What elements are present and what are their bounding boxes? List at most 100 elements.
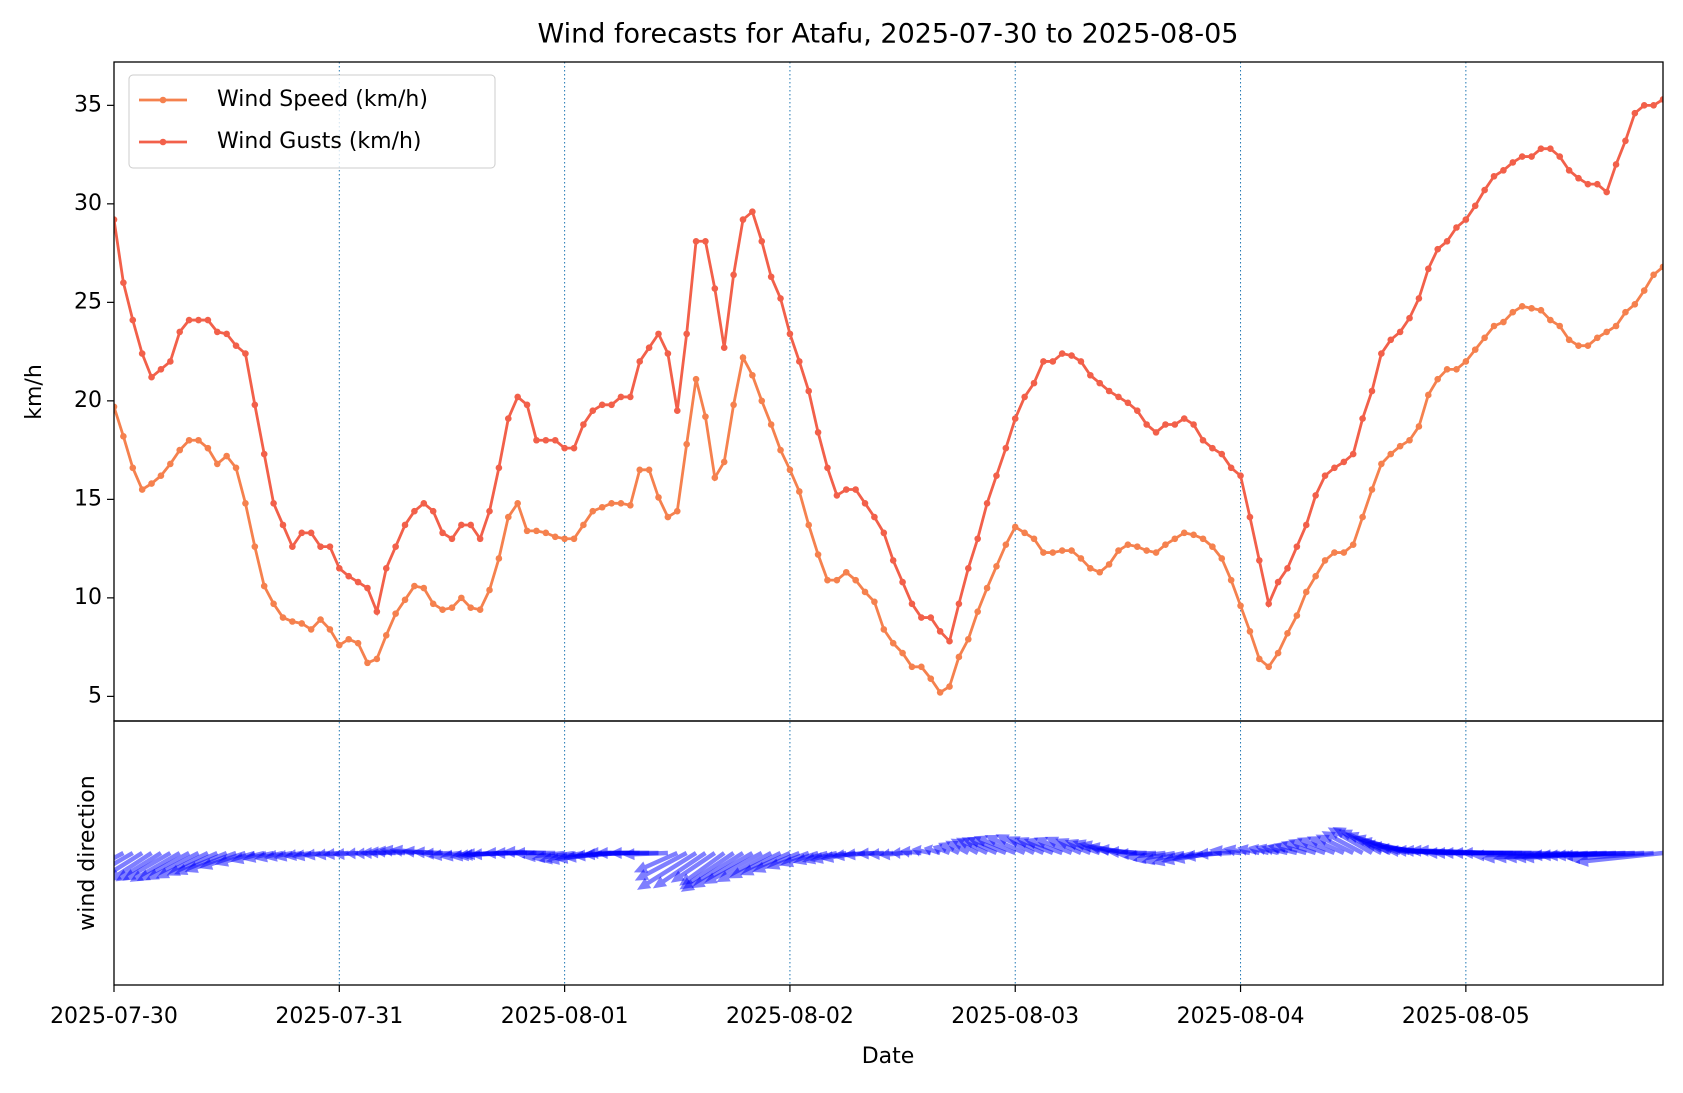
data-point (580, 521, 587, 529)
data-point (1049, 358, 1057, 365)
wind-arrow (1306, 836, 1345, 856)
data-point (495, 555, 503, 562)
data-point (1321, 557, 1329, 564)
data-point (1659, 263, 1663, 271)
data-point (1030, 535, 1038, 543)
data-point (833, 492, 841, 499)
data-point (702, 413, 709, 420)
wind-arrow (932, 843, 951, 856)
data-point (1077, 358, 1085, 365)
data-point (1415, 295, 1423, 302)
data-point (1284, 630, 1291, 637)
data-point (918, 663, 925, 671)
series-line (114, 265, 1663, 695)
data-point (439, 606, 446, 613)
data-point (983, 500, 991, 507)
data-point (1171, 421, 1179, 428)
data-point (533, 527, 540, 535)
data-point (796, 358, 803, 365)
data-point (176, 446, 184, 454)
data-point (298, 620, 306, 627)
data-point (336, 641, 343, 649)
data-point (1274, 578, 1282, 586)
x-tick-label: 2025-08-02 (726, 1004, 854, 1029)
data-point (373, 655, 381, 663)
data-point (561, 444, 568, 452)
data-point (1575, 342, 1582, 349)
data-point (1068, 352, 1075, 359)
data-point (1396, 328, 1404, 336)
wind-arrow (1195, 847, 1232, 860)
y-tick-label: 25 (74, 289, 102, 314)
data-point (1631, 301, 1639, 308)
data-point (1443, 237, 1451, 245)
data-point (129, 464, 137, 472)
data-point (645, 466, 653, 474)
wind-arrow (945, 840, 970, 855)
data-point (1565, 336, 1573, 344)
data-point (1584, 180, 1592, 188)
data-point (373, 608, 381, 615)
data-point (899, 649, 906, 657)
data-point (1143, 547, 1150, 554)
data-point (936, 628, 944, 635)
data-point (1500, 318, 1507, 326)
legend-marker (159, 138, 167, 146)
data-point (598, 401, 606, 409)
wind-arrow (679, 851, 726, 886)
data-point (589, 507, 597, 515)
wind-arrow (911, 844, 932, 857)
data-point (964, 635, 972, 643)
data-point (1321, 472, 1329, 480)
data-point (354, 578, 362, 586)
data-point (1453, 224, 1460, 231)
wind-arrow (155, 851, 209, 879)
data-point (401, 521, 409, 529)
wind-arrow (114, 851, 134, 867)
data-point (842, 568, 850, 576)
data-point (974, 535, 981, 543)
data-point (1284, 565, 1291, 572)
data-point (927, 675, 935, 682)
data-point (636, 466, 644, 474)
wind-arrow (984, 834, 1026, 856)
data-point (617, 500, 625, 507)
data-point (805, 387, 813, 395)
data-point (1575, 174, 1582, 182)
data-point (655, 494, 662, 501)
data-point (504, 513, 512, 521)
wind-arrow (740, 850, 791, 876)
data-point (955, 653, 963, 661)
data-point (730, 401, 737, 409)
data-point (627, 393, 634, 401)
y-tick-label: 5 (88, 683, 102, 708)
data-point (1162, 541, 1169, 548)
data-point (326, 626, 334, 633)
data-point (720, 344, 728, 351)
data-point (993, 472, 1000, 480)
data-point (1359, 415, 1366, 422)
data-point (120, 279, 127, 286)
data-point (936, 689, 944, 696)
data-point (796, 488, 803, 495)
data-point (317, 543, 324, 550)
data-point (232, 464, 240, 472)
x-tick-label: 2025-07-30 (50, 1004, 178, 1029)
data-point (1237, 472, 1244, 480)
data-point (251, 401, 259, 409)
data-point (1528, 304, 1535, 312)
data-point (1349, 450, 1357, 458)
data-point (767, 273, 775, 281)
data-point (1481, 334, 1488, 342)
data-point (1518, 302, 1526, 310)
data-point (1087, 371, 1094, 379)
data-point (1547, 316, 1554, 324)
data-point (317, 616, 324, 623)
data-point (1040, 358, 1047, 365)
data-point (1556, 153, 1564, 160)
data-point (1434, 245, 1441, 253)
data-point (1302, 588, 1310, 596)
data-point (382, 632, 390, 639)
data-point (664, 513, 672, 521)
